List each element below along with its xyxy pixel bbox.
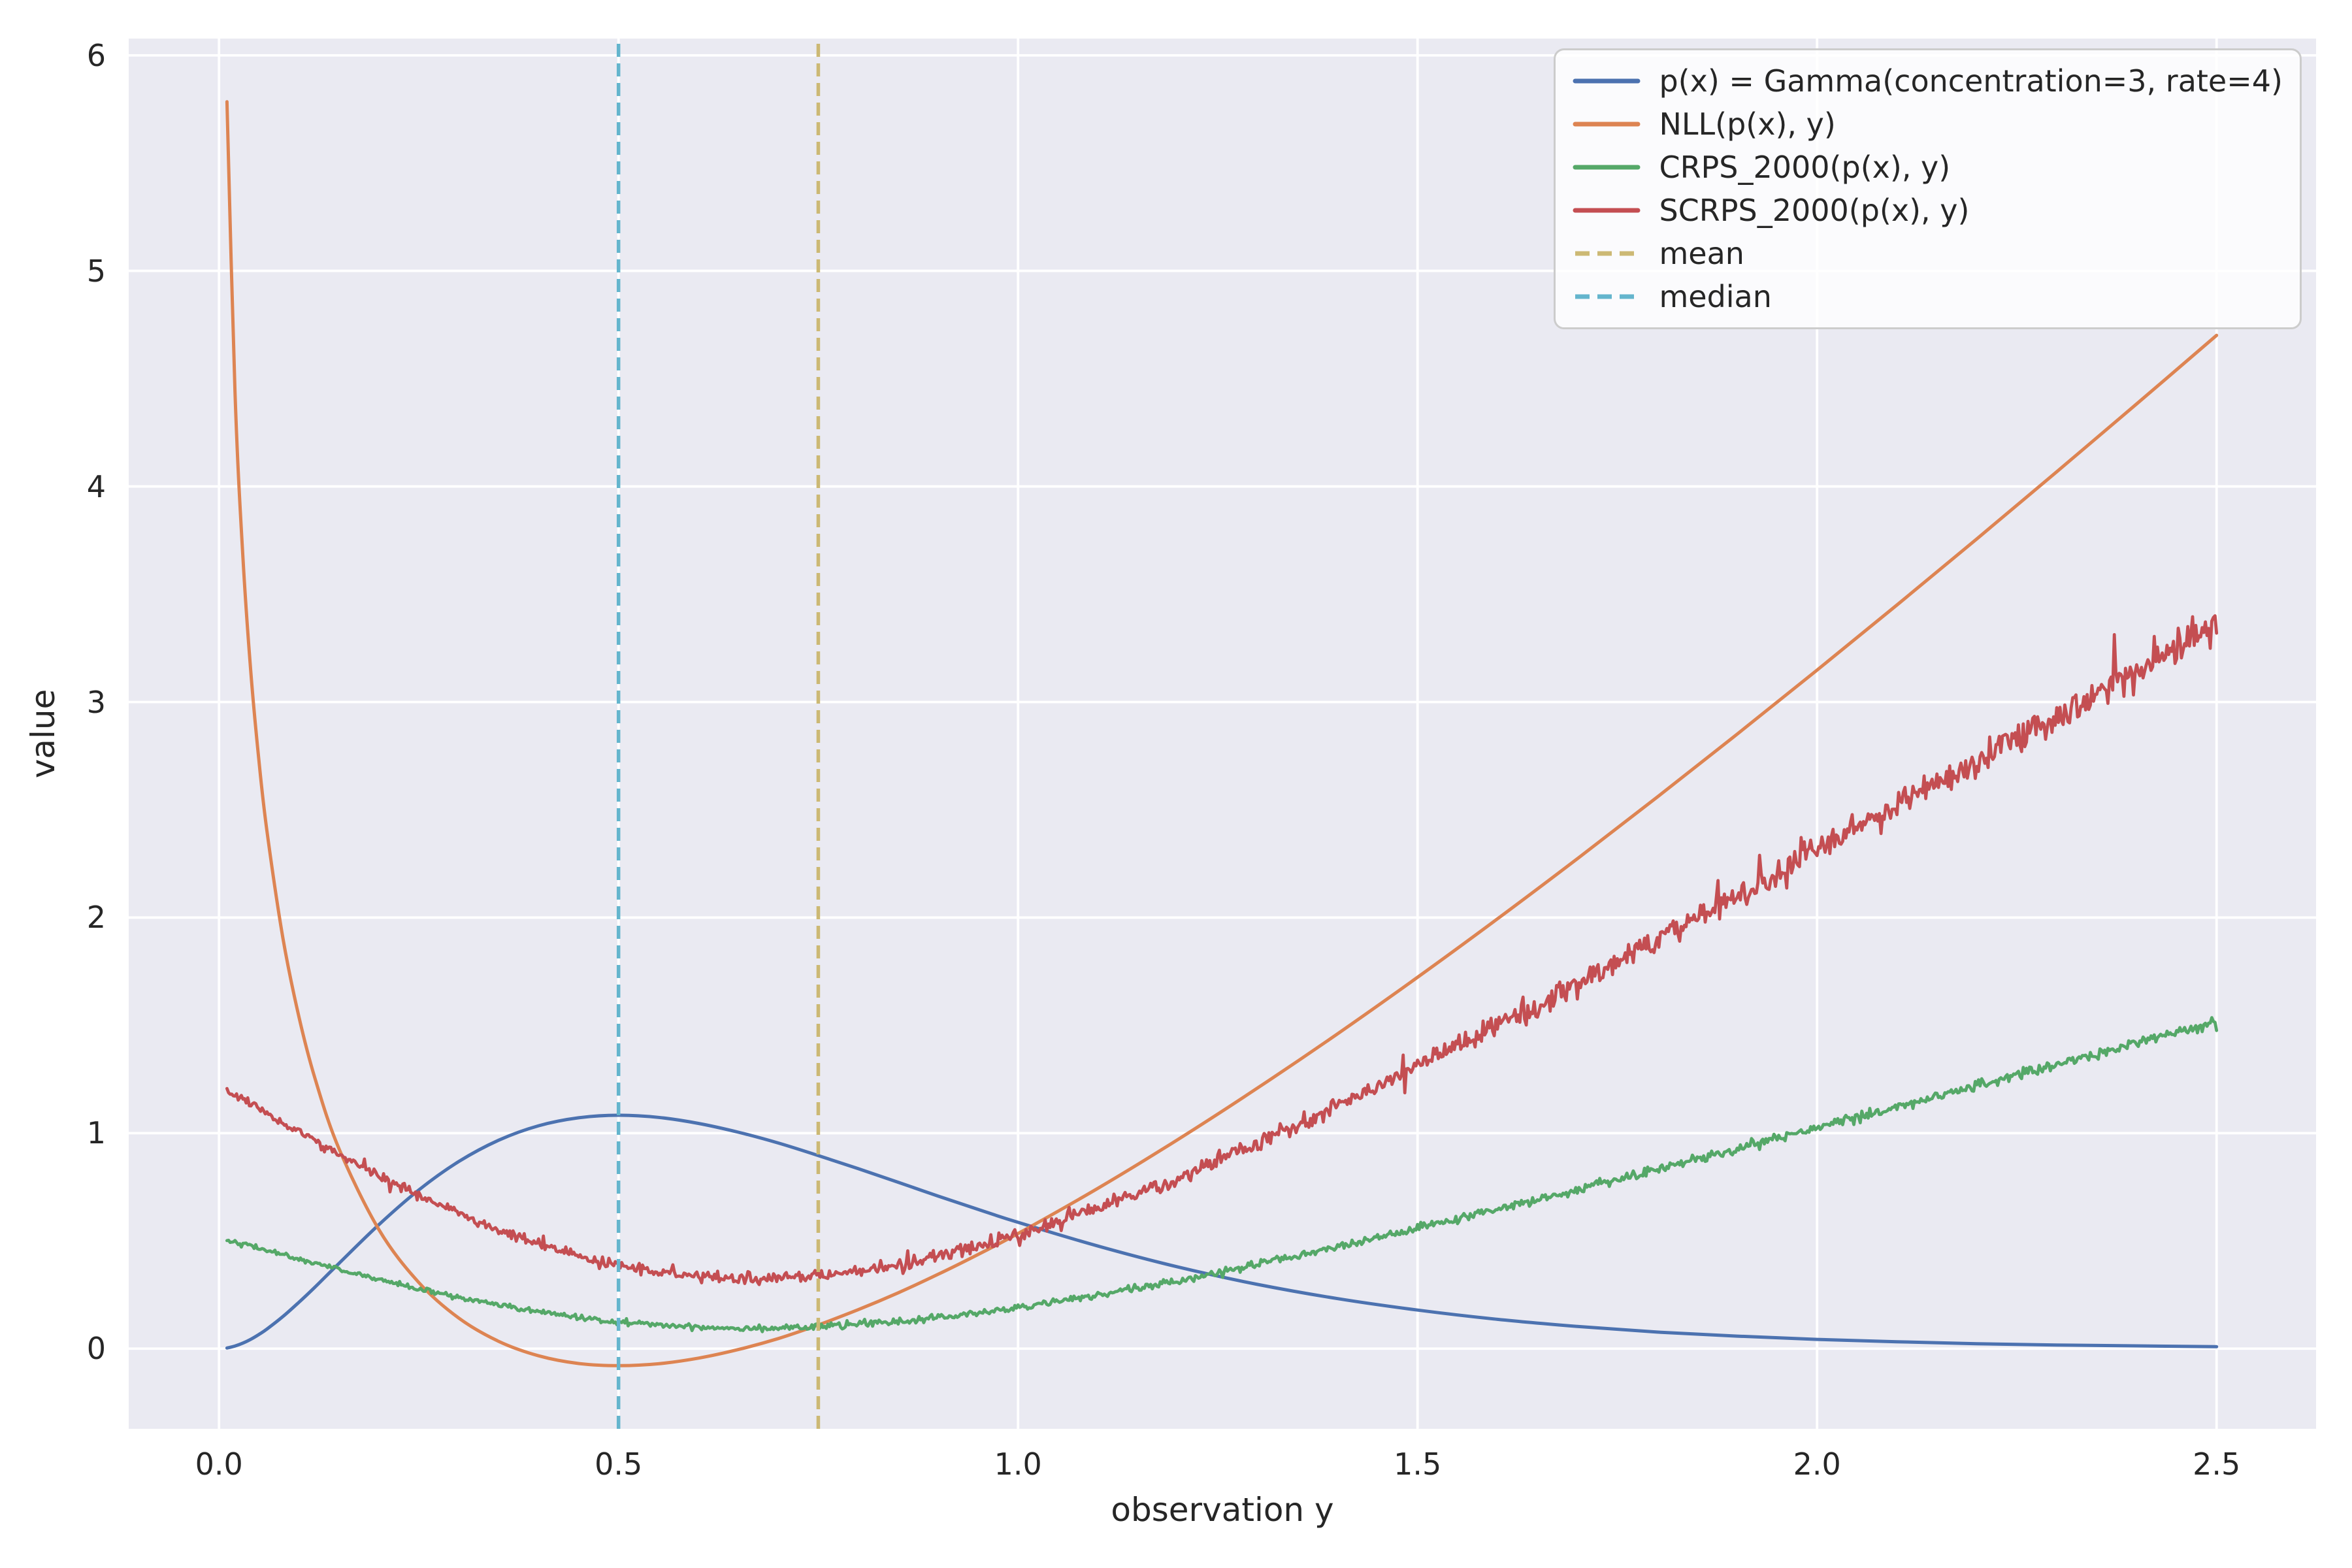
legend-item-scrps-2000-p-x-y: SCRPS_2000(p(x), y) bbox=[1573, 189, 2283, 232]
y-tick-2: 2 bbox=[86, 900, 106, 936]
y-tick-1: 1 bbox=[86, 1115, 106, 1151]
x-tick-2.5: 2.5 bbox=[2193, 1446, 2241, 1482]
y-tick-4: 4 bbox=[86, 468, 106, 504]
legend-line-sample bbox=[1573, 165, 1641, 170]
legend-label: NLL(p(x), y) bbox=[1659, 106, 1836, 142]
legend-label: CRPS_2000(p(x), y) bbox=[1659, 150, 1951, 185]
y-tick-5: 5 bbox=[86, 253, 106, 289]
x-tick-1.0: 1.0 bbox=[994, 1446, 1042, 1482]
legend-label: p(x) = Gamma(concentration=3, rate=4) bbox=[1659, 63, 2283, 99]
y-axis-label: value bbox=[24, 689, 62, 779]
legend-item-mean: mean bbox=[1573, 232, 2283, 275]
legend-line-sample bbox=[1573, 78, 1641, 84]
y-tick-3: 3 bbox=[86, 684, 106, 720]
curve-crps-2000-p-x-y bbox=[225, 1016, 2219, 1333]
x-tick-0.0: 0.0 bbox=[195, 1446, 243, 1482]
legend-line-sample bbox=[1575, 251, 1639, 256]
legend-line-sample bbox=[1573, 122, 1641, 127]
legend-item-median: median bbox=[1573, 275, 2283, 318]
y-tick-0: 0 bbox=[86, 1331, 106, 1367]
legend-item-nll-p-x-y: NLL(p(x), y) bbox=[1573, 103, 2283, 146]
legend-line-sample bbox=[1575, 294, 1639, 299]
curve-nll-p-x-y bbox=[225, 100, 2219, 1367]
x-tick-2.0: 2.0 bbox=[1793, 1446, 1841, 1482]
legend-item-crps-2000-p-x-y: CRPS_2000(p(x), y) bbox=[1573, 146, 2283, 189]
x-tick-1.5: 1.5 bbox=[1394, 1446, 1442, 1482]
curve-p-x-gamma-concentration-3-rate-4 bbox=[225, 1113, 2219, 1350]
legend-line-sample bbox=[1573, 208, 1641, 213]
legend-label: median bbox=[1659, 279, 1772, 314]
curve-scrps-2000-p-x-y bbox=[225, 614, 2219, 1286]
legend-label: mean bbox=[1659, 236, 1744, 271]
x-tick-0.5: 0.5 bbox=[595, 1446, 643, 1482]
y-tick-6: 6 bbox=[86, 37, 106, 73]
legend: p(x) = Gamma(concentration=3, rate=4) NLL… bbox=[1554, 48, 2302, 329]
legend-item-p-x-gamma-concentration-3-rate-4: p(x) = Gamma(concentration=3, rate=4) bbox=[1573, 59, 2283, 103]
x-axis-label: observation y bbox=[1111, 1491, 1334, 1529]
legend-label: SCRPS_2000(p(x), y) bbox=[1659, 193, 1970, 228]
